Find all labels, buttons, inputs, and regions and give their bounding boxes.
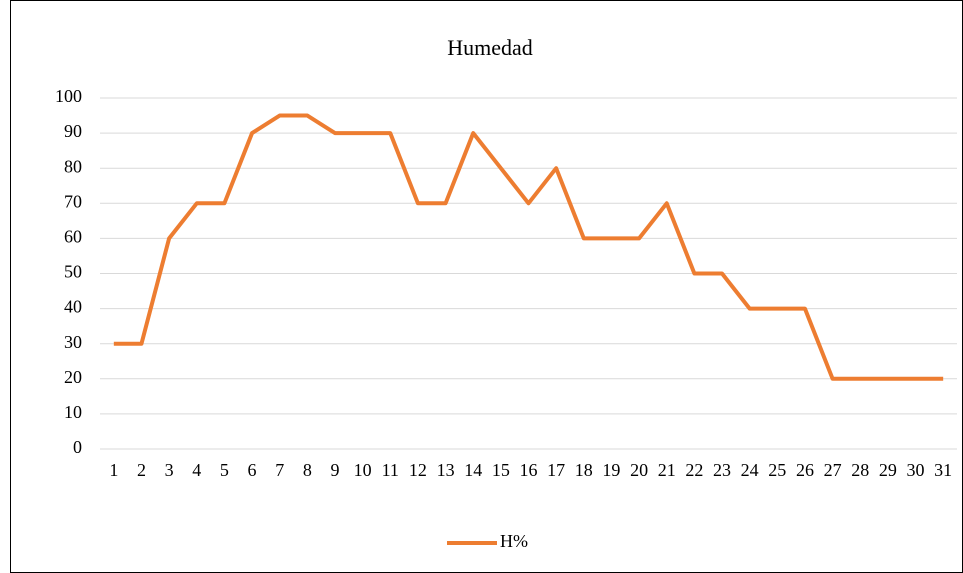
x-tick-label: 25 [768, 460, 786, 480]
line-series [113, 113, 944, 381]
x-tick-label: 1 [109, 460, 118, 480]
x-tick-label: 30 [907, 460, 925, 480]
y-tick-label: 80 [64, 156, 82, 176]
y-tick-label: 100 [55, 86, 82, 106]
x-tick-label: 20 [630, 460, 648, 480]
y-tick-label: 20 [64, 367, 82, 387]
x-tick-label: 17 [547, 460, 565, 480]
x-tick-label: 8 [303, 460, 312, 480]
chart-frame [10, 0, 963, 573]
y-tick-label: 50 [64, 262, 82, 282]
x-tick-label: 22 [685, 460, 703, 480]
x-tick-label: 11 [382, 460, 399, 480]
x-tick-label: 2 [137, 460, 146, 480]
y-tick-label: 40 [64, 297, 82, 317]
x-tick-label: 31 [934, 460, 952, 480]
legend-label: H% [500, 531, 528, 551]
x-tick-label: 21 [658, 460, 676, 480]
x-tick-label: 24 [741, 460, 759, 480]
x-tick-label: 26 [796, 460, 814, 480]
y-tick-label: 10 [64, 402, 82, 422]
y-tick-label: 90 [64, 121, 82, 141]
x-tick-label: 15 [492, 460, 510, 480]
x-tick-label: 10 [354, 460, 372, 480]
y-tick-label: 0 [73, 437, 82, 457]
chart-title: Humedad [447, 35, 533, 60]
x-tick-label: 27 [824, 460, 842, 480]
x-tick-label: 9 [330, 460, 339, 480]
x-tick-label: 28 [851, 460, 869, 480]
y-tick-label: 70 [64, 191, 82, 211]
x-tick-label: 19 [602, 460, 620, 480]
x-tick-label: 12 [409, 460, 427, 480]
x-tick-label: 5 [220, 460, 229, 480]
x-tick-label: 18 [575, 460, 593, 480]
y-tick-label: 30 [64, 332, 82, 352]
y-tick-label: 60 [64, 227, 82, 247]
x-tick-label: 14 [464, 460, 482, 480]
x-tick-label: 23 [713, 460, 731, 480]
x-tick-label: 4 [192, 460, 201, 480]
x-tick-label: 7 [275, 460, 284, 480]
x-tick-label: 29 [879, 460, 897, 480]
x-tick-label: 13 [437, 460, 455, 480]
x-tick-label: 16 [520, 460, 538, 480]
x-tick-label: 3 [165, 460, 174, 480]
x-tick-label: 6 [248, 460, 257, 480]
